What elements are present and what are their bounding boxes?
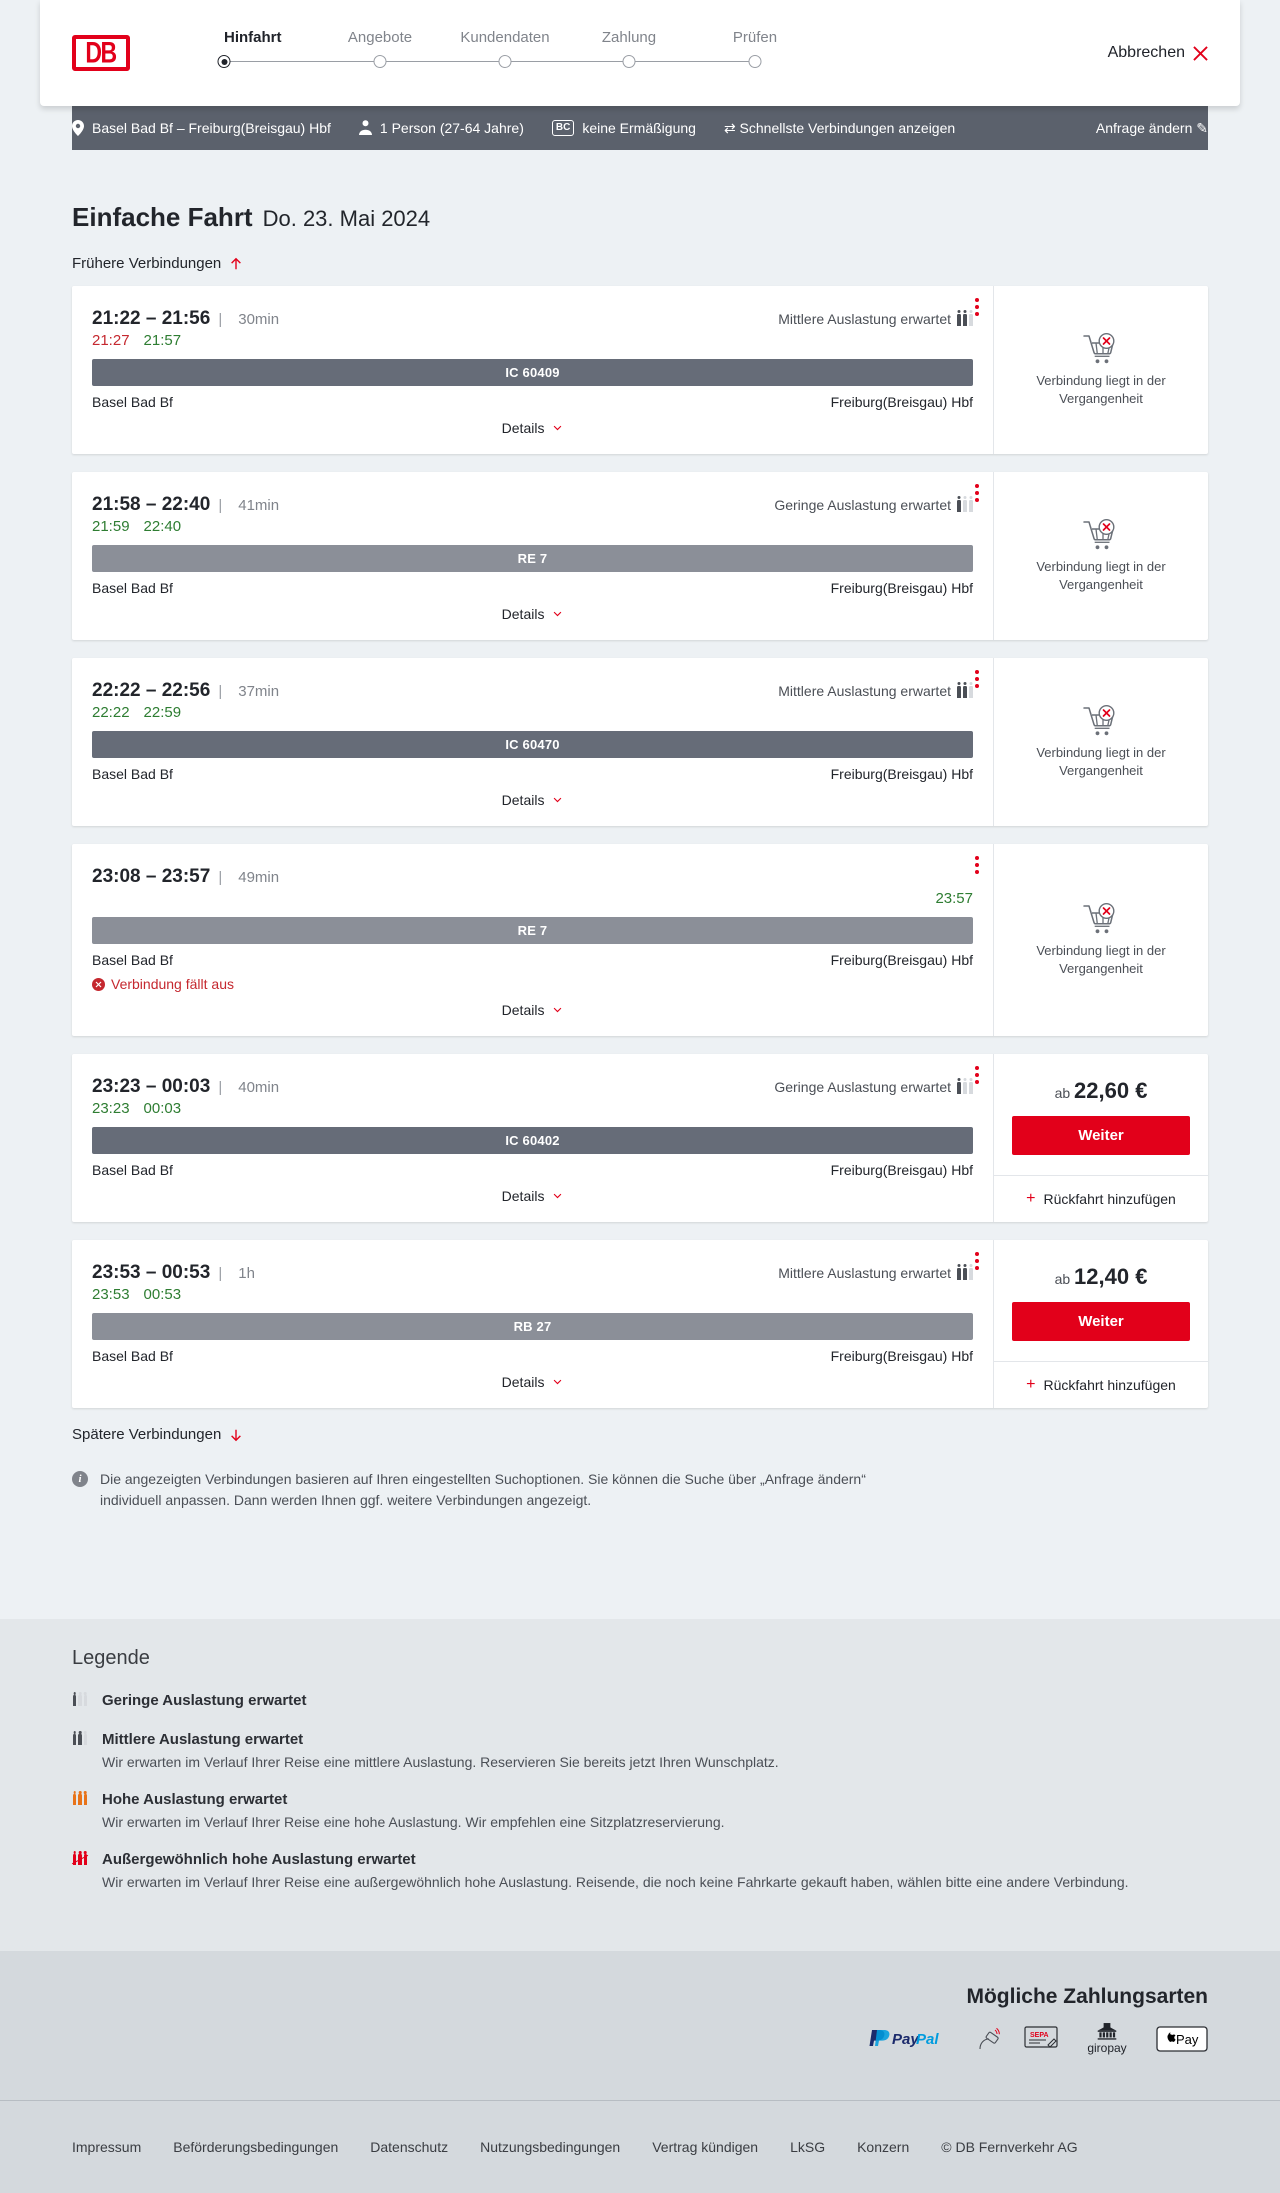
svg-text:Pal: Pal — [916, 2031, 939, 2048]
svg-text:SEPA: SEPA — [1030, 2032, 1049, 2039]
svg-text:Pay: Pay — [1176, 2032, 1199, 2047]
